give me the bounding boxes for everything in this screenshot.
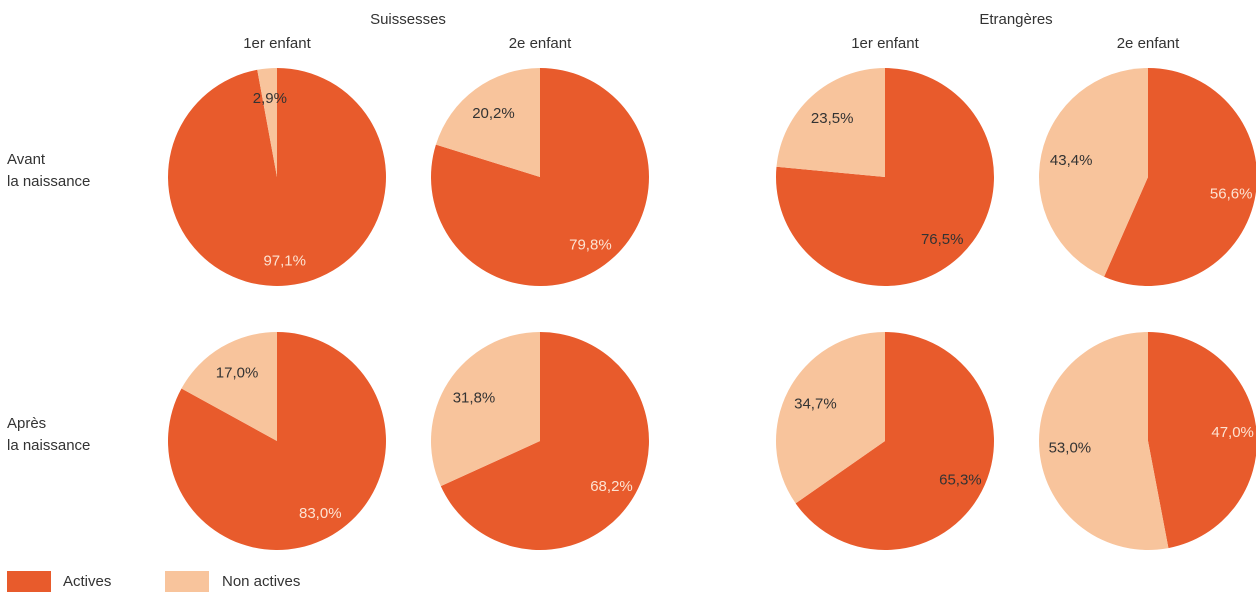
group-label: Suissesses	[370, 11, 446, 28]
legend-swatch	[7, 571, 51, 592]
pie-slice	[257, 68, 277, 177]
legend-label: Non actives	[222, 573, 300, 590]
row-label: Avant	[7, 151, 46, 168]
value-label: 43,4%	[1050, 152, 1093, 169]
value-label: 2,9%	[253, 90, 287, 107]
pie-slice	[440, 332, 649, 550]
value-label: 31,8%	[453, 390, 496, 407]
pie-slice	[435, 68, 540, 177]
pie-slice	[1038, 332, 1169, 550]
row-label: Après	[7, 415, 46, 432]
value-label: 23,5%	[811, 110, 854, 127]
column-label: 2e enfant	[509, 35, 572, 52]
value-label: 34,7%	[794, 396, 837, 413]
pie-slice	[431, 68, 649, 287]
column-label: 1er enfant	[243, 35, 311, 52]
pie-slice	[1039, 68, 1148, 277]
value-label: 83,0%	[299, 505, 342, 522]
value-label: 79,8%	[569, 236, 612, 253]
pie-slice	[795, 332, 994, 550]
legend-label: Actives	[63, 573, 111, 590]
value-label: 53,0%	[1049, 439, 1092, 456]
value-label: 76,5%	[921, 231, 964, 248]
pie-slice	[181, 331, 277, 441]
column-label: 1er enfant	[851, 35, 919, 52]
group-label: Etrangères	[979, 11, 1052, 28]
column-label: 2e enfant	[1117, 35, 1180, 52]
pie-slice	[776, 331, 885, 504]
legend-swatch	[165, 571, 209, 592]
value-label: 17,0%	[216, 364, 259, 381]
value-label: 56,6%	[1210, 185, 1253, 202]
pie-slice	[431, 332, 540, 487]
value-label: 47,0%	[1211, 424, 1254, 441]
value-label: 65,3%	[939, 471, 982, 488]
pie-slice	[776, 68, 885, 177]
pie-slice	[1148, 332, 1256, 549]
pie-slice	[1104, 68, 1256, 286]
value-label: 97,1%	[263, 253, 306, 270]
value-label: 68,2%	[590, 478, 633, 495]
value-label: 20,2%	[472, 105, 515, 122]
row-label: la naissance	[7, 437, 90, 454]
row-label: la naissance	[7, 173, 90, 190]
